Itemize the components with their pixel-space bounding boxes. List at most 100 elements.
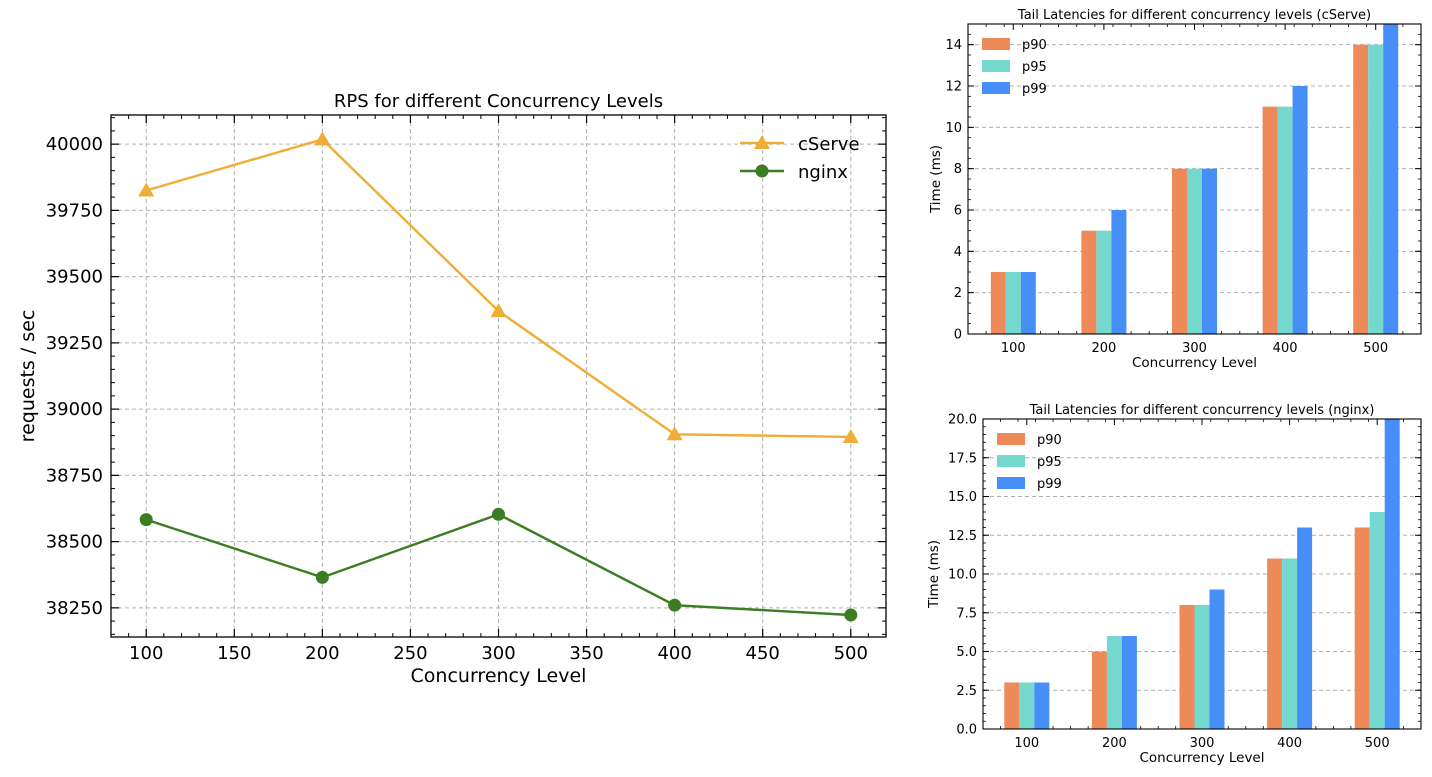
bar-p90 [1354, 527, 1370, 729]
y-tick-label: 2 [954, 286, 962, 301]
y-tick-label: 17.5 [948, 451, 977, 466]
legend-marker-cserve [754, 135, 770, 149]
y-tick-label: 10.0 [948, 568, 977, 583]
data-point-nginx [668, 598, 682, 612]
bar-p90 [1081, 230, 1097, 334]
x-tick-label: 350 [569, 643, 603, 664]
bar-p99 [1297, 527, 1313, 729]
data-point-cserve [490, 303, 507, 318]
x-axis-label: Concurrency Level [1132, 355, 1257, 371]
x-tick-label: 100 [129, 643, 163, 664]
y-tick-label: 14 [945, 38, 962, 53]
bar-p95 [1368, 44, 1384, 335]
y-tick-label: 20.0 [948, 413, 977, 428]
y-tick-label: 39000 [46, 399, 103, 420]
data-point-cserve [138, 182, 155, 197]
bar-p90 [1262, 106, 1278, 335]
y-tick-label: 12.5 [948, 529, 977, 544]
bar-p95 [1096, 230, 1112, 334]
y-tick-label: 5.0 [956, 645, 977, 660]
y-axis-label: requests / sec [17, 310, 39, 443]
legend-label-cserve: cServe [798, 134, 860, 155]
bar-p90 [1004, 682, 1020, 729]
x-tick-label: 100 [1014, 736, 1039, 751]
bar-p95 [1005, 272, 1021, 334]
x-tick-label: 100 [1001, 341, 1026, 356]
y-tick-label: 10 [945, 121, 962, 136]
bar-p99 [1020, 272, 1036, 334]
x-tick-label: 500 [1365, 736, 1390, 751]
data-point-nginx [492, 507, 505, 521]
x-tick-label: 200 [1091, 341, 1116, 356]
x-tick-label: 300 [1182, 341, 1207, 356]
bar-p99 [1121, 636, 1137, 729]
legend-label-nginx: nginx [798, 162, 848, 183]
y-tick-label: 38750 [46, 465, 103, 486]
y-tick-label: 38500 [46, 532, 103, 553]
bar-p90 [1179, 605, 1195, 729]
bar-p99 [1384, 419, 1400, 729]
nginx-latency-bar-chart: 0.0 2.5 5.0 7.5 10.0 12.5 15.0 17.5 20.0 100 200 30… [926, 403, 1422, 766]
plot-frame [967, 23, 1422, 335]
bar-p95 [1277, 106, 1293, 335]
bar-p95 [1369, 512, 1385, 729]
y-tick-label: 4 [954, 245, 962, 260]
bar-p95 [1282, 558, 1298, 729]
legend-swatch-p90 [997, 433, 1025, 445]
y-tick-label: 12 [945, 80, 962, 95]
x-axis-label: Concurrency Level [411, 665, 587, 687]
data-point-cserve [842, 428, 859, 443]
y-tick-label: 0 [954, 328, 962, 343]
x-tick-label: 400 [657, 643, 691, 664]
plot-frame [982, 418, 1422, 730]
legend-label-p99: p99 [1037, 477, 1062, 492]
bar-p90 [1172, 168, 1187, 334]
y-tick-label: 6 [954, 204, 962, 219]
bar-p90 [990, 272, 1006, 334]
plot-frame [110, 114, 887, 638]
y-tick-label: 15.0 [948, 490, 977, 505]
bar-p99 [1209, 589, 1225, 729]
bar-p95 [1019, 682, 1035, 729]
x-tick-label: 250 [393, 643, 427, 664]
y-tick-label: 2.5 [956, 684, 977, 699]
x-tick-label: 400 [1277, 736, 1302, 751]
legend-swatch-p99 [982, 82, 1010, 94]
y-tick-label: 8 [954, 162, 962, 177]
data-point-cserve [314, 131, 331, 146]
bar-p99 [1034, 682, 1050, 729]
bar-p90 [1267, 558, 1283, 729]
bar-p95 [1106, 636, 1122, 729]
y-tick-label: 40000 [46, 134, 103, 155]
data-point-nginx [315, 570, 329, 584]
legend-label-p90: p90 [1037, 433, 1062, 448]
legend-swatch-p95 [997, 455, 1025, 467]
x-tick-label: 300 [1190, 736, 1215, 751]
chart-title: Tail Latencies for different concurrency… [1017, 8, 1371, 23]
legend-marker-nginx [755, 164, 769, 178]
y-tick-label: 39750 [46, 200, 103, 221]
x-axis-label: Concurrency Level [1140, 750, 1265, 766]
bar-p90 [1353, 44, 1369, 335]
data-point-cserve [666, 426, 683, 441]
bar-p99 [1111, 210, 1127, 334]
chart-title: RPS for different Concurrency Levels [334, 91, 663, 112]
legend-swatch-p90 [982, 38, 1010, 50]
legend-label-p99: p99 [1022, 82, 1047, 97]
bar-p90 [1091, 651, 1107, 729]
legend-label-p95: p95 [1022, 60, 1047, 75]
legend-swatch-p99 [997, 477, 1025, 489]
data-point-nginx [844, 608, 858, 622]
y-tick-label: 39250 [46, 333, 103, 354]
series-line-cserve [145, 138, 851, 439]
y-axis-label: Time (ms) [926, 540, 942, 609]
x-tick-label: 400 [1273, 341, 1298, 356]
x-tick-label: 300 [481, 643, 515, 664]
bar-p99 [1383, 24, 1399, 334]
x-tick-label: 450 [746, 643, 780, 664]
y-axis-label: Time (ms) [928, 145, 944, 214]
x-tick-label: 200 [1102, 736, 1127, 751]
y-tick-label: 7.5 [956, 606, 977, 621]
data-point-nginx [139, 513, 153, 527]
